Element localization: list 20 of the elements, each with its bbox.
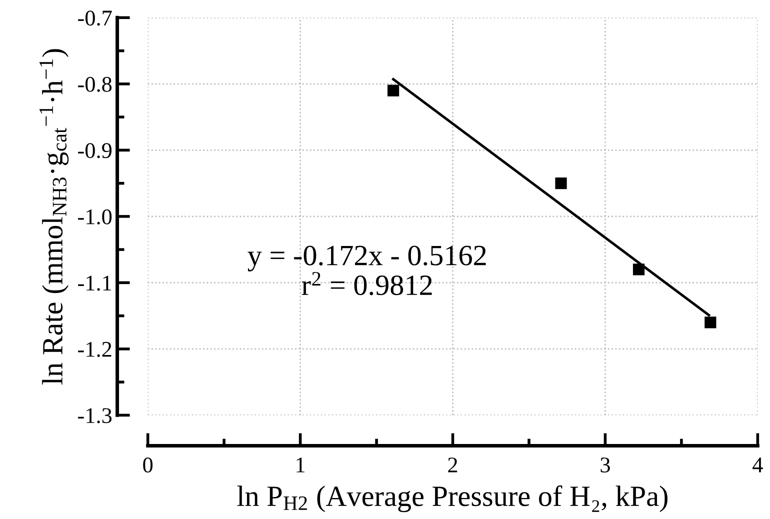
- x-tick-label: 0: [143, 458, 153, 473]
- x-tick-label: 2: [448, 458, 458, 472]
- point: [555, 177, 567, 190]
- point: [387, 84, 400, 96]
- y-tick-label: -0.9: [78, 143, 112, 158]
- x-axis-title: ln P$_{H2}$ (Average Pressure of H₂, kPa): [237, 485, 668, 512]
- y-tick-label: -1.3: [78, 408, 112, 424]
- y-tick-label: -1.1: [78, 276, 112, 291]
- x-tick-label: 4: [752, 458, 763, 472]
- y-axis-title: ln Rate (mmol$_{NH3}$·g$_{cat}$$^{−1}$·h$^{−1}$): [39, 49, 69, 385]
- annotation: r$^{2}$ = 0.9812: [302, 272, 432, 296]
- y-tick-label: -1.0: [78, 209, 112, 224]
- y-tick-label: -0.7: [78, 10, 112, 26]
- y-tick-label: -0.8: [78, 76, 112, 92]
- x-tick-label: 3: [600, 458, 610, 473]
- annotation: y = -0.172x - 0.5162: [248, 246, 486, 272]
- x-tick-label: 1: [296, 458, 305, 472]
- y-tick-label: -1.2: [78, 342, 112, 357]
- point: [632, 264, 645, 276]
- point: [704, 316, 716, 328]
